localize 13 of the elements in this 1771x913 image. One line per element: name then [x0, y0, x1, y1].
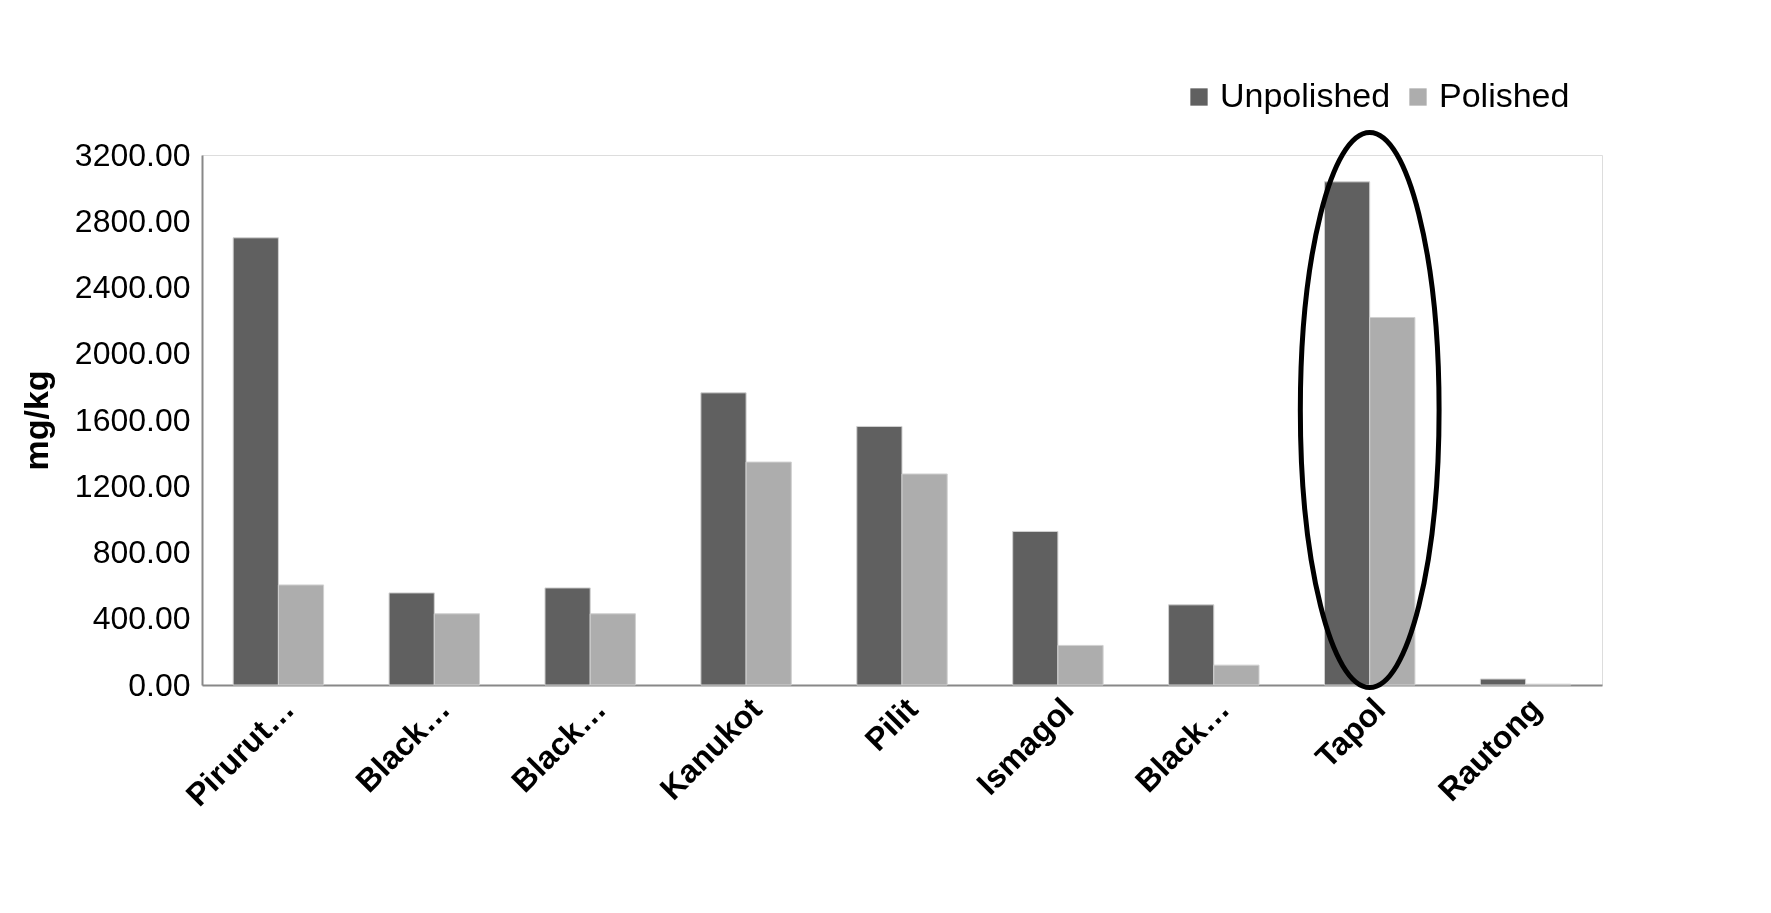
- y-tick-label: 400.00: [92, 600, 191, 637]
- y-tick-label: 2000.00: [74, 335, 191, 372]
- y-tick-label: 2400.00: [74, 269, 191, 305]
- y-tick-label: 1200.00: [74, 467, 191, 504]
- y-axis-title: mg/kg: [16, 370, 55, 471]
- legend-label: Polished: [1439, 76, 1570, 114]
- x-tick-label: Pilit: [857, 690, 925, 758]
- legend-label: Unpolished: [1220, 76, 1391, 114]
- y-tick-label: 0.00: [128, 666, 191, 703]
- y-tick-label: 1600.00: [74, 401, 191, 438]
- y-tick-label: 2800.00: [74, 202, 191, 239]
- y-tick-label: 800.00: [92, 534, 191, 570]
- y-tick-label: 3200.00: [74, 136, 191, 173]
